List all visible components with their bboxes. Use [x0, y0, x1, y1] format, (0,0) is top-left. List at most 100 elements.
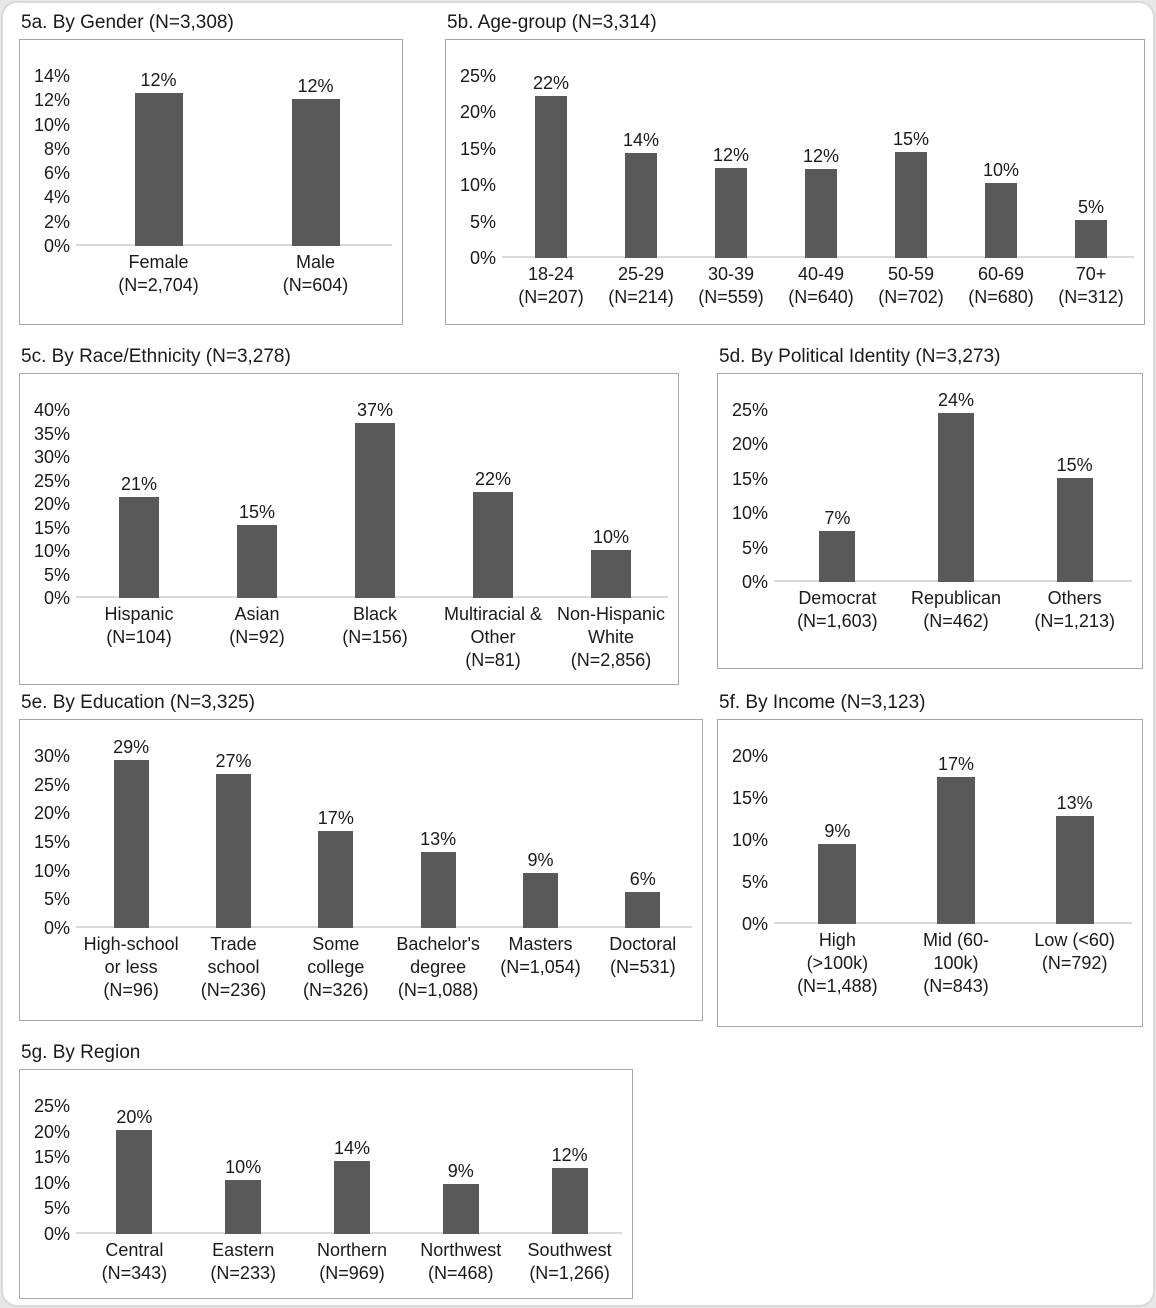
y-axis: 0% 2% 4% 6% 8% 10% 12% 14%	[26, 50, 80, 255]
plot-area: 0% 5% 10% 15% 20% 9% 17% 13%	[724, 730, 1134, 933]
y-tick-label: 20%	[33, 803, 70, 824]
bar	[473, 491, 513, 598]
bar	[715, 167, 747, 258]
y-tick-label: 15%	[33, 832, 70, 852]
chart-title-5g: 5g. By Region	[21, 1042, 141, 1063]
chart-block-5c: 5c. By Race/Ethnicity (N=3,278) 0% 5% 10% 1…	[19, 345, 679, 685]
bar	[420, 851, 456, 928]
x-axis-labels: Democrat (N=1,603) Republican (N=462) Others…	[724, 587, 1134, 633]
x-category-label: 30-39 (N=559)	[698, 264, 764, 308]
x-category-label: Male (N=604)	[282, 252, 349, 296]
y-tick-label: 5%	[43, 889, 70, 910]
plot-area: 0% 5% 10% 15% 20% 25% 30% 29% 27% 17% 13% 9% 6%	[26, 730, 694, 937]
bar-value-label: 13%	[1056, 793, 1093, 814]
y-tick-label: 10%	[33, 541, 70, 561]
bar-value-label: 37%	[356, 400, 394, 421]
x-category-label: Democrat (N=1,603)	[797, 588, 878, 632]
x-axis-baseline	[76, 926, 692, 928]
y-tick-label: 25%	[731, 400, 768, 420]
bar-column: 15%	[1015, 455, 1134, 582]
bar	[119, 496, 159, 598]
x-category-label: Northern (N=969)	[316, 1240, 387, 1284]
plot-area: 0% 5% 10% 15% 20% 25% 30% 35% 40% 21% 15% 37% 22% 10%	[26, 384, 670, 607]
x-labels: Female (N=2,704) Male (N=604)	[80, 251, 394, 297]
y-axis: 0% 5% 10% 15% 20% 25% 30%	[26, 730, 80, 937]
y-tick-label: 10%	[731, 830, 768, 850]
chart-panel-5c: 0% 5% 10% 15% 20% 25% 30% 35% 40% 21% 15% 37% 22% 10%…	[19, 373, 679, 685]
bar-value-label: 22%	[474, 468, 512, 489]
bar-column: 21%	[80, 474, 198, 598]
chart-block-5g: 5g. By Region 0% 5% 10% 15% 20% 25% 20% 10% 14% 9…	[19, 1041, 633, 1299]
bar	[818, 844, 857, 924]
bar	[1075, 220, 1107, 258]
bar-value-label: 17%	[937, 754, 975, 774]
x-axis-labels: Female (N=2,704) Male (N=604)	[26, 251, 394, 297]
x-axis-labels: 18-24 (N=207) 25-29 (N=214) 30-39 (N=559) 40-4…	[452, 263, 1136, 309]
chart-panel-5e: 0% 5% 10% 15% 20% 25% 30% 29% 27% 17% 13% 9% 6% High-…	[19, 719, 703, 1021]
y-tick-label: 10%	[731, 503, 768, 524]
bar	[938, 412, 974, 582]
bar-value-label: 20%	[116, 1106, 153, 1127]
x-category-label: Eastern (N=233)	[210, 1240, 276, 1284]
bar-column: 12%	[776, 146, 866, 258]
y-tick-label: 10%	[459, 175, 496, 196]
chart-block-5a: 5a. By Gender (N=3,308) 0% 2% 4% 6% 8% 10% 12%…	[19, 11, 403, 325]
chart-title-5f: 5f. By Income (N=3,123)	[719, 692, 926, 713]
y-tick-label: 14%	[33, 66, 70, 86]
y-tick-label: 0%	[43, 918, 70, 938]
x-category-label: High-school or less (N=96)	[83, 934, 179, 1001]
y-axis-spacer	[724, 587, 778, 633]
chart-panel-5g: 0% 5% 10% 15% 20% 25% 20% 10% 14% 9% 12% Central (N=…	[19, 1069, 633, 1299]
y-tick-label: 15%	[731, 788, 768, 808]
y-tick-label: 20%	[33, 494, 70, 514]
bar-value-label: 24%	[937, 389, 975, 410]
plot: 29% 27% 17% 13% 9% 6%	[76, 730, 694, 928]
bar	[116, 1129, 153, 1234]
bar-column: 9%	[778, 821, 897, 924]
bar-column: 12%	[80, 70, 237, 246]
y-tick-label: 5%	[741, 872, 768, 892]
y-tick-label: 20%	[731, 434, 768, 455]
y-tick-label: 25%	[459, 66, 496, 86]
chart-panel-5d: 0% 5% 10% 15% 20% 25% 7% 24% 15% Democrat (N=1,603…	[717, 373, 1143, 669]
y-tick-label: 10%	[33, 114, 70, 135]
y-tick-label: 30%	[33, 746, 70, 766]
x-category-label: Trade school (N=236)	[200, 934, 267, 1001]
bar-value-label: 12%	[802, 146, 840, 167]
bar-value-label: 10%	[592, 527, 630, 548]
x-category-label: Doctoral (N=531)	[609, 934, 677, 978]
bar	[985, 183, 1017, 258]
x-axis-labels: Central (N=343) Eastern (N=233) Northern (N=9…	[26, 1239, 624, 1285]
y-axis: 0% 5% 10% 15% 20% 25%	[724, 384, 778, 591]
x-axis-labels: High (>100k) (N=1,488) Mid (60- 100k) (N=843)…	[724, 929, 1134, 998]
bar	[215, 773, 251, 928]
x-category-label: Mid (60- 100k) (N=843)	[923, 930, 990, 997]
bar	[551, 1168, 588, 1234]
x-category-label: Some college (N=326)	[303, 934, 369, 1001]
x-category-label: Others (N=1,213)	[1034, 588, 1115, 632]
bar-value-label: 9%	[447, 1161, 474, 1182]
bar-column: 12%	[686, 145, 776, 258]
bar-column: 17%	[897, 754, 1016, 924]
x-axis-labels: High-school or less (N=96) Trade school (N=23…	[26, 933, 694, 1002]
bar	[355, 423, 395, 598]
plot: 21% 15% 37% 22% 10%	[76, 384, 670, 598]
y-axis-spacer	[26, 933, 80, 1002]
bar	[522, 872, 558, 928]
y-axis-spacer	[724, 929, 778, 998]
x-category-label: Asian (N=92)	[229, 604, 285, 648]
chart-block-5b: 5b. Age-group (N=3,314) 0% 5% 10% 15% 20% 25%…	[445, 11, 1145, 325]
bar-column: 15%	[198, 502, 316, 598]
plot-area: 0% 5% 10% 15% 20% 25% 22% 14% 12% 12% 15% 10% 5%	[452, 50, 1136, 267]
y-tick-label: 2%	[43, 211, 70, 232]
chart-title-5a: 5a. By Gender (N=3,308)	[21, 12, 234, 33]
bar-value-label: 7%	[824, 508, 851, 529]
y-tick-label: 6%	[43, 163, 70, 184]
bar-value-label: 10%	[225, 1156, 262, 1177]
y-tick-label: 30%	[33, 447, 70, 467]
bar-column: 20%	[80, 1107, 189, 1234]
bar-column: 9%	[489, 850, 591, 928]
bar-value-label: 15%	[892, 128, 930, 149]
x-category-label: Low (<60) (N=792)	[1034, 930, 1115, 974]
